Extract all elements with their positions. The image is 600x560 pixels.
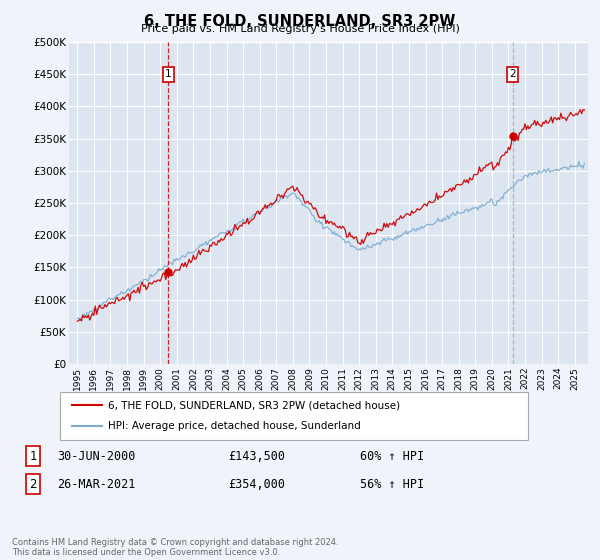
Text: £143,500: £143,500 — [228, 450, 285, 463]
Text: 2: 2 — [509, 69, 516, 79]
Text: 56% ↑ HPI: 56% ↑ HPI — [360, 478, 424, 491]
Text: 30-JUN-2000: 30-JUN-2000 — [57, 450, 136, 463]
Text: Contains HM Land Registry data © Crown copyright and database right 2024.
This d: Contains HM Land Registry data © Crown c… — [12, 538, 338, 557]
Text: HPI: Average price, detached house, Sunderland: HPI: Average price, detached house, Sund… — [108, 421, 361, 431]
Text: 26-MAR-2021: 26-MAR-2021 — [57, 478, 136, 491]
Text: 2: 2 — [29, 478, 37, 491]
Text: 1: 1 — [165, 69, 172, 79]
Text: 6, THE FOLD, SUNDERLAND, SR3 2PW (detached house): 6, THE FOLD, SUNDERLAND, SR3 2PW (detach… — [108, 400, 400, 410]
Text: Price paid vs. HM Land Registry's House Price Index (HPI): Price paid vs. HM Land Registry's House … — [140, 24, 460, 34]
Text: £354,000: £354,000 — [228, 478, 285, 491]
Text: 60% ↑ HPI: 60% ↑ HPI — [360, 450, 424, 463]
Text: 1: 1 — [29, 450, 37, 463]
Text: 6, THE FOLD, SUNDERLAND, SR3 2PW: 6, THE FOLD, SUNDERLAND, SR3 2PW — [145, 14, 455, 29]
